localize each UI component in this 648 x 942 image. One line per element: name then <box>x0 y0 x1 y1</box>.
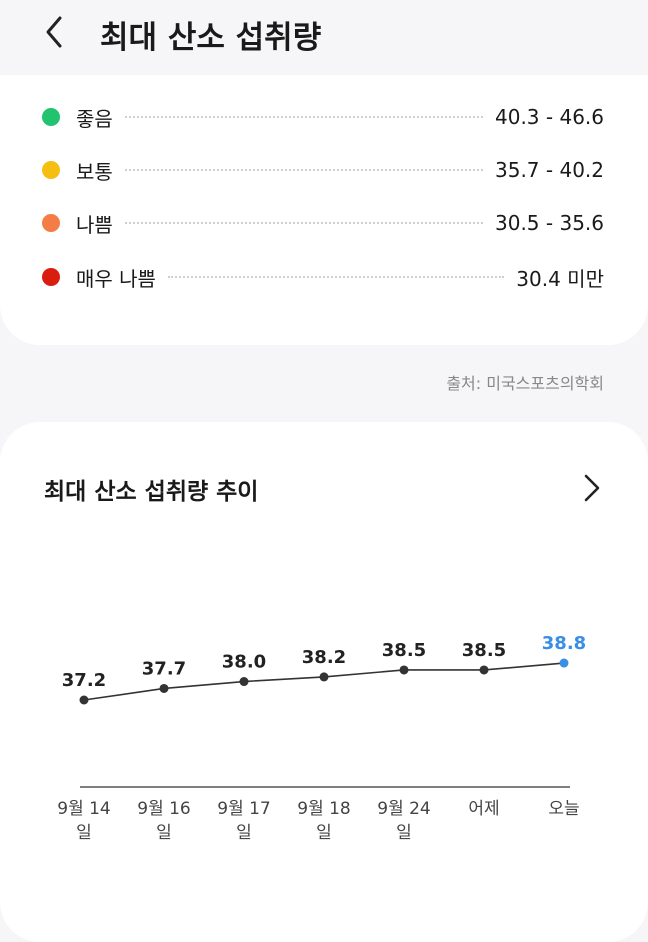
x-tick-label: 9월 18일 <box>297 799 351 843</box>
value-label: 38.2 <box>302 647 346 668</box>
range-dot <box>42 161 60 179</box>
range-dot <box>42 108 60 126</box>
point <box>399 665 409 675</box>
value-label: 37.2 <box>62 670 106 691</box>
value-label: 38.8 <box>542 633 586 654</box>
back-button[interactable] <box>40 12 70 52</box>
range-row: 매우 나쁨 30.4 미만 <box>42 262 604 292</box>
chart-title[interactable]: 최대 산소 섭취량 추이 <box>44 479 259 505</box>
range-dot <box>42 268 60 286</box>
range-label: 나쁨 <box>76 212 113 237</box>
range-dot <box>42 214 60 232</box>
range-value: 40.3 - 46.6 <box>495 105 604 129</box>
range-label: 좋음 <box>76 106 113 131</box>
point <box>239 677 249 687</box>
range-value: 35.7 - 40.2 <box>495 158 604 182</box>
point <box>559 658 569 668</box>
source: 출처: 미국스포츠의학회 <box>446 374 604 393</box>
point <box>159 683 169 693</box>
range-row: 보통 35.7 - 40.2 <box>42 155 604 185</box>
range-row: 좋음 40.3 - 46.6 <box>42 102 604 132</box>
leader <box>124 116 483 118</box>
more-button[interactable] <box>580 472 604 504</box>
range-value: 30.4 미만 <box>516 266 604 291</box>
leader <box>124 169 483 171</box>
range-label: 매우 나쁨 <box>76 266 156 291</box>
leader <box>167 276 505 278</box>
range-row: 나쁨 30.5 - 35.6 <box>42 208 604 238</box>
value-label: 37.7 <box>142 658 186 679</box>
x-tick-label: 어제 <box>468 799 500 819</box>
value-label: 38.5 <box>382 640 426 661</box>
page-title: 최대 산소 섭취량 <box>100 20 322 56</box>
range-value: 30.5 - 35.6 <box>495 211 604 235</box>
trend-card <box>0 422 648 942</box>
x-tick-label: 9월 14일 <box>57 799 111 843</box>
point <box>319 672 329 682</box>
x-tick-label: 9월 16일 <box>137 799 191 843</box>
value-label: 38.5 <box>462 640 506 661</box>
point <box>79 695 89 705</box>
range-label: 보통 <box>76 159 113 184</box>
chart: 37.2 37.7 38.0 38.2 38.5 38.5 38.8 <box>62 633 586 788</box>
value-label: 38.0 <box>222 652 266 673</box>
screen: 최대 산소 섭취량 출처: 미국스포츠의학회 최대 산소 섭취량 추이 37.2… <box>0 12 648 843</box>
leader <box>124 222 483 224</box>
point <box>479 665 489 675</box>
x-tick-label: 9월 24일 <box>377 799 431 843</box>
range-card <box>0 75 648 345</box>
x-tick-label: 9월 17일 <box>217 799 271 843</box>
x-tick-label: 오늘 <box>548 799 580 819</box>
